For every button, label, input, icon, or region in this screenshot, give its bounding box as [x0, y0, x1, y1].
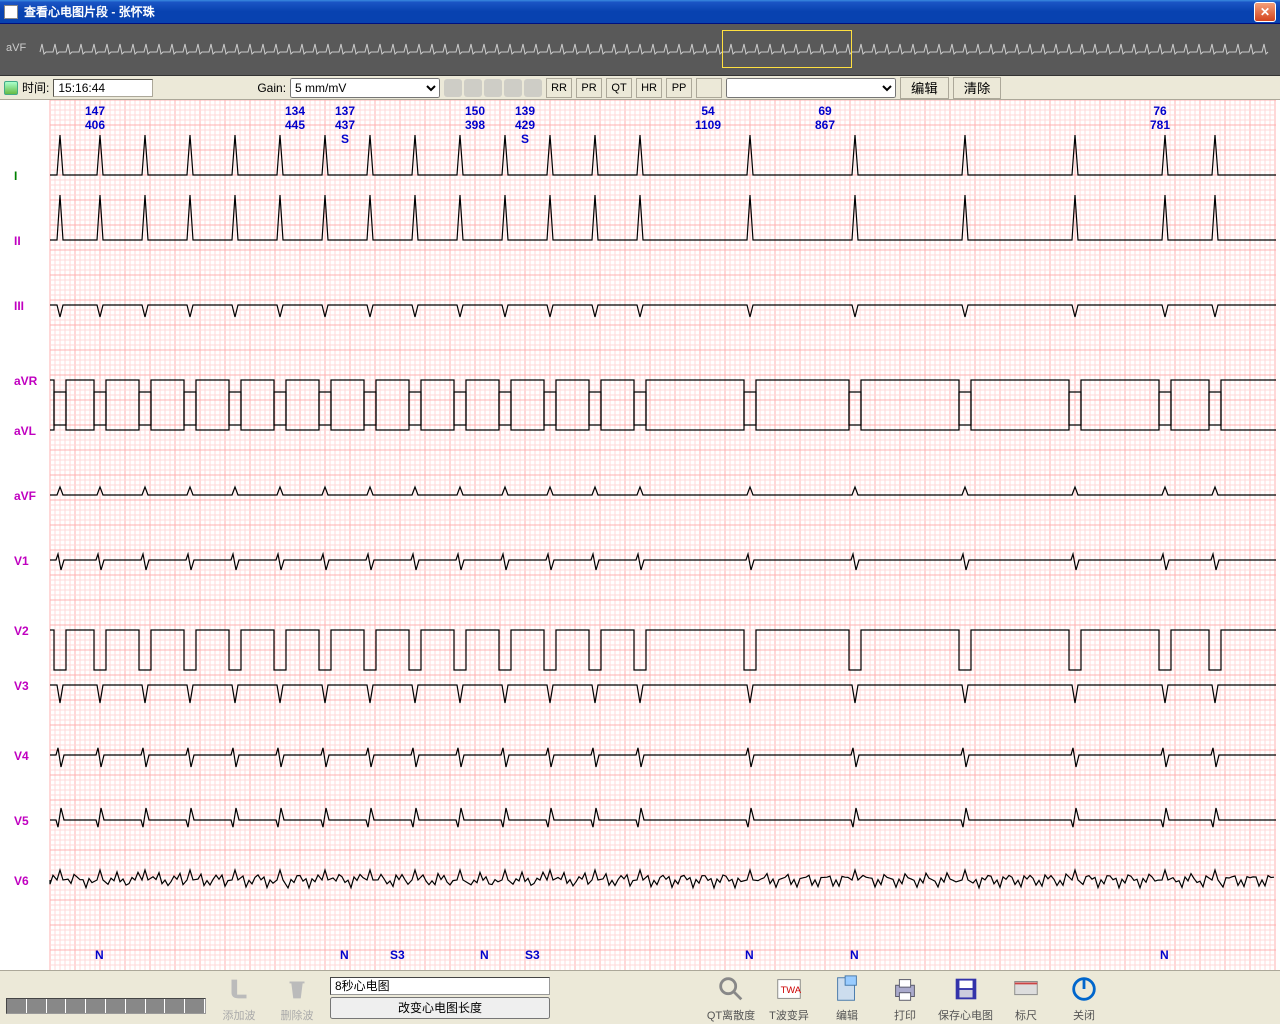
floppy-icon	[950, 973, 982, 1005]
pr-button[interactable]: PR	[576, 78, 602, 98]
titlebar: 查看心电图片段 - 张怀珠 ✕	[0, 0, 1280, 24]
beat-annotation: 139429S	[515, 104, 535, 146]
beat-class-label: N	[850, 948, 859, 962]
overview-highlight[interactable]	[722, 30, 852, 68]
beat-annotation: 150398	[465, 104, 485, 132]
lead-label-V1: V1	[14, 554, 29, 568]
save-button[interactable]: 保存心电图	[938, 973, 993, 1023]
lead-label-II: II	[14, 234, 21, 248]
overview-waveform	[0, 24, 1280, 76]
lead-label-aVF: aVF	[14, 489, 36, 503]
boot-icon	[223, 973, 255, 1005]
beat-class-label: N	[745, 948, 754, 962]
rr-button[interactable]: RR	[546, 78, 572, 98]
svg-text:TWA: TWA	[781, 984, 802, 994]
lead-label-V2: V2	[14, 624, 29, 638]
lead-label-V6: V6	[14, 874, 29, 888]
close-tool-button[interactable]: 关闭	[1059, 973, 1109, 1023]
beat-class-label: N	[340, 948, 349, 962]
lead-label-aVL: aVL	[14, 424, 36, 438]
trash-icon	[281, 973, 313, 1005]
app-icon	[4, 5, 18, 19]
twa-button[interactable]: TWA T波变异	[764, 973, 814, 1023]
lead-label-III: III	[14, 299, 24, 313]
beat-annotation: 69867	[815, 104, 835, 132]
print-button[interactable]: 打印	[880, 973, 930, 1023]
beat-class-label: S3	[390, 948, 405, 962]
qt-button[interactable]: QT	[606, 78, 632, 98]
beat-annotation: 76781	[1150, 104, 1170, 132]
ruler-icon	[1010, 973, 1042, 1005]
qt-dispersion-button[interactable]: QT离散度	[706, 973, 756, 1023]
ruler-button[interactable]: 标尺	[1001, 973, 1051, 1023]
lead-label-V4: V4	[14, 749, 29, 763]
bottom-toolbar: 添加波 删除波 改变心电图长度 QT离散度 TWA T波变异 编辑 打印 保存心…	[0, 970, 1280, 1024]
delete-wave-button: 删除波	[272, 973, 322, 1023]
close-icon[interactable]: ✕	[1254, 2, 1276, 22]
pp-button[interactable]: PP	[666, 78, 692, 98]
edit-tool-button[interactable]: 编辑	[822, 973, 872, 1023]
twa-icon: TWA	[773, 973, 805, 1005]
gain-label: Gain:	[257, 81, 286, 95]
lead-label-V5: V5	[14, 814, 29, 828]
beat-class-label: N	[95, 948, 104, 962]
ecg-waveforms	[0, 100, 1276, 970]
add-wave-button: 添加波	[214, 973, 264, 1023]
beat-annotation: 147406	[85, 104, 105, 132]
lead-label-aVR: aVR	[14, 374, 37, 388]
lead-label-I: I	[14, 169, 17, 183]
beat-class-label: N	[480, 948, 489, 962]
disabled-tool-icons	[444, 79, 542, 97]
ecg-area[interactable]: IIIIIIaVRaVLaVFV1V2V3V4V5V6 147406134445…	[0, 100, 1280, 970]
beat-annotation: 137437S	[335, 104, 355, 146]
length-input[interactable]	[330, 977, 550, 995]
lead-label-V3: V3	[14, 679, 29, 693]
toolbar: 时间: Gain: 5 mm/mV RR PR QT HR PP 编辑 清除	[0, 76, 1280, 100]
time-input[interactable]	[53, 79, 153, 97]
gain-select[interactable]: 5 mm/mV	[290, 78, 440, 98]
edit-button[interactable]: 编辑	[900, 77, 949, 99]
doc-icon	[831, 973, 863, 1005]
beat-annotation: 134445	[285, 104, 305, 132]
time-label: 时间:	[22, 79, 49, 96]
printer-icon	[889, 973, 921, 1005]
progress-bar	[6, 998, 206, 1014]
overview-strip[interactable]: aVF	[0, 24, 1280, 76]
change-length-button[interactable]: 改变心电图长度	[330, 997, 550, 1019]
hr-button[interactable]: HR	[636, 78, 662, 98]
refresh-icon[interactable]	[4, 81, 18, 95]
magnify-icon	[715, 973, 747, 1005]
power-icon	[1068, 973, 1100, 1005]
beat-annotation: 541109	[695, 104, 721, 132]
beat-class-label: N	[1160, 948, 1169, 962]
window-title: 查看心电图片段 - 张怀珠	[24, 3, 1254, 20]
beat-class-label: S3	[525, 948, 540, 962]
annotation-select[interactable]	[726, 78, 896, 98]
clear-button[interactable]: 清除	[953, 77, 1002, 99]
blank-button[interactable]	[696, 78, 722, 98]
